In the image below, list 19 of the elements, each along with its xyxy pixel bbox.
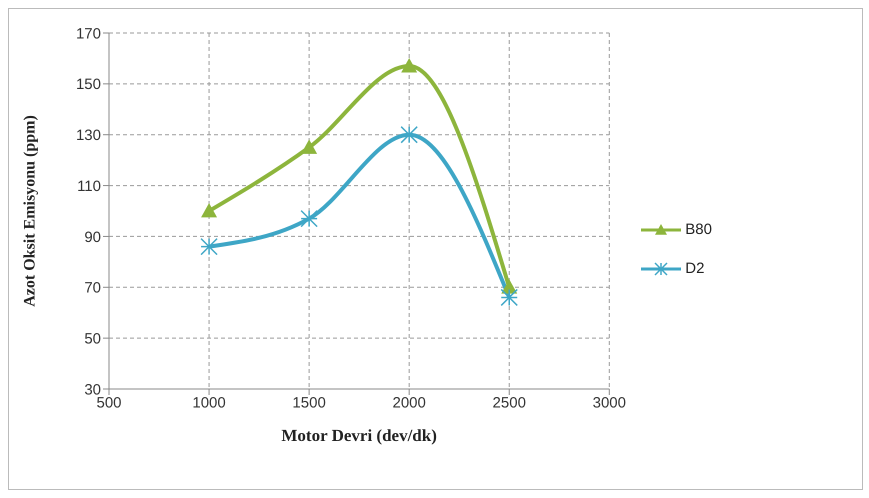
y-axis-title: Azot Oksit Emisyonu (ppm) (22, 115, 39, 307)
legend-label: D2 (685, 260, 704, 277)
y-tick-label: 50 (84, 330, 101, 348)
y-tick-label: 70 (84, 280, 101, 297)
y-tick-label: 130 (76, 127, 101, 144)
x-tick-label: 3000 (592, 394, 626, 412)
y-tick-label: 90 (84, 228, 101, 246)
x-axis-title: Motor Devri (dev/dk) (281, 426, 437, 445)
point (401, 58, 418, 72)
x-tick-label: 2000 (392, 394, 426, 412)
y-tick-label: 110 (77, 178, 101, 195)
y-tick-label: 170 (76, 25, 101, 42)
x-tick-label: 1500 (292, 394, 326, 412)
legend-label: B80 (685, 221, 712, 238)
x-tick-label: 2500 (492, 394, 526, 412)
x-tick-label: 1000 (192, 394, 226, 412)
y-tick-label: 150 (76, 76, 101, 94)
point (301, 139, 318, 154)
point (201, 203, 218, 218)
